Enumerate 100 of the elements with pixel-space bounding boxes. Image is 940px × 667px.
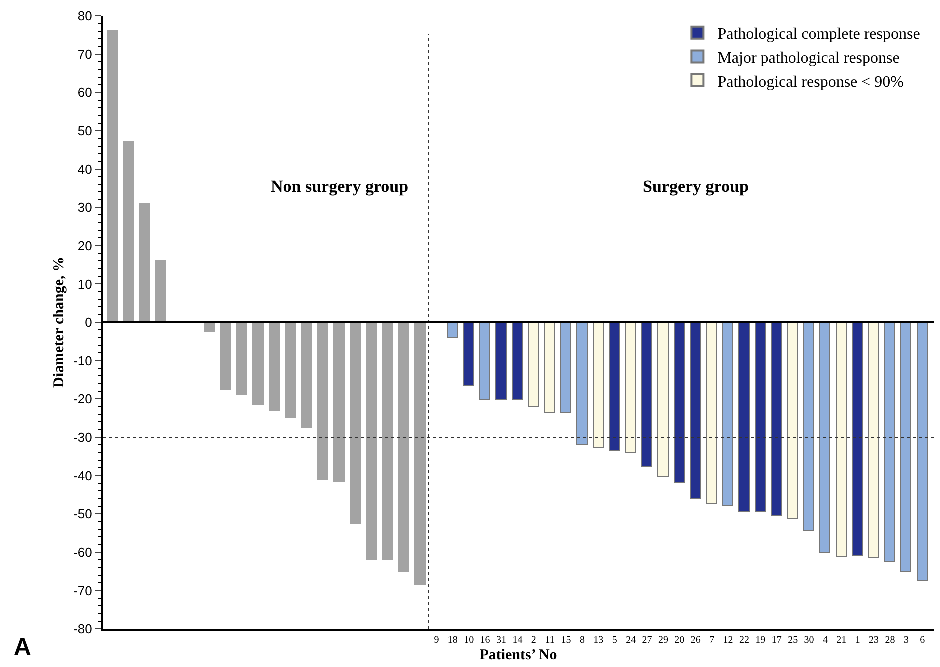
y-axis-title: Diameter change, % bbox=[51, 257, 68, 388]
x-tick-label: 15 bbox=[561, 635, 572, 646]
bar bbox=[803, 322, 814, 531]
x-tick-label: 8 bbox=[580, 635, 585, 646]
bar bbox=[868, 322, 879, 558]
text: A bbox=[14, 634, 32, 661]
x-tick-label: 18 bbox=[448, 635, 458, 646]
bar bbox=[836, 322, 847, 557]
x-tick-label: 6 bbox=[920, 635, 926, 646]
x-tick-label: 25 bbox=[788, 635, 798, 646]
y-tick-label: 40 bbox=[78, 162, 92, 177]
y-tick-label: 20 bbox=[78, 238, 92, 254]
annotation: Surgery group bbox=[643, 177, 749, 196]
bar bbox=[641, 322, 652, 467]
y-tick-label: -60 bbox=[74, 544, 92, 560]
bar bbox=[366, 322, 377, 560]
bar bbox=[301, 322, 312, 428]
x-tick-label: 12 bbox=[723, 635, 734, 646]
bar bbox=[285, 322, 296, 418]
x-tick-label: 30 bbox=[804, 635, 814, 646]
y-tick-label: -50 bbox=[74, 506, 92, 522]
x-tick-label: 13 bbox=[594, 635, 604, 646]
x-tick-label: 29 bbox=[658, 635, 668, 646]
y-tick-label: 30 bbox=[78, 200, 92, 216]
bar bbox=[236, 322, 247, 395]
bar bbox=[560, 322, 571, 413]
x-tick-label: 23 bbox=[869, 635, 880, 646]
legend-label: Major pathological response bbox=[718, 50, 900, 67]
y-tick-label: -70 bbox=[74, 583, 92, 598]
bar bbox=[414, 322, 426, 585]
x-tick-label: 11 bbox=[545, 635, 555, 646]
x-tick-label: 19 bbox=[756, 635, 766, 646]
bar bbox=[220, 322, 231, 390]
bar bbox=[528, 322, 539, 407]
y-tick-label: 60 bbox=[78, 85, 92, 100]
bar bbox=[495, 322, 507, 400]
x-tick-label: 20 bbox=[674, 635, 685, 646]
y-tick-label: -30 bbox=[74, 430, 92, 445]
bar bbox=[350, 322, 361, 524]
bar bbox=[317, 322, 328, 480]
y-tick-label: 10 bbox=[78, 276, 92, 292]
x-tick-label: 4 bbox=[822, 635, 828, 646]
bar bbox=[447, 322, 458, 338]
annotation: Non surgery group bbox=[271, 177, 409, 196]
bar bbox=[123, 141, 134, 323]
bar bbox=[252, 322, 264, 405]
bar bbox=[657, 322, 669, 477]
bar bbox=[722, 322, 733, 506]
bar bbox=[382, 322, 393, 560]
bar bbox=[674, 322, 685, 483]
bar bbox=[269, 322, 280, 411]
bar bbox=[917, 322, 928, 581]
x-tick-label: 14 bbox=[512, 635, 523, 646]
bar bbox=[609, 322, 620, 451]
x-tick-label: 3 bbox=[904, 635, 909, 646]
y-tick-label: -10 bbox=[74, 353, 92, 368]
x-tick-label: 9 bbox=[434, 635, 440, 646]
legend-label: Pathological complete response bbox=[718, 26, 920, 44]
x-tick-label: 28 bbox=[885, 635, 896, 646]
x-tick-label: 7 bbox=[710, 635, 715, 646]
bar bbox=[479, 322, 490, 400]
x-tick-label: 1 bbox=[855, 635, 860, 646]
bar bbox=[852, 322, 863, 556]
y-tick-label: 70 bbox=[78, 46, 92, 62]
y-tick-label: 50 bbox=[78, 123, 92, 138]
bar bbox=[512, 322, 523, 400]
x-tick-label: 31 bbox=[496, 635, 506, 646]
bar bbox=[107, 30, 118, 323]
bar bbox=[398, 322, 409, 572]
bar bbox=[139, 203, 150, 323]
bar bbox=[787, 322, 798, 519]
y-tick-label: -20 bbox=[74, 392, 92, 407]
bar bbox=[576, 322, 588, 445]
bar bbox=[755, 322, 766, 512]
bar bbox=[884, 322, 895, 562]
bar bbox=[819, 322, 830, 553]
x-tick-label: 10 bbox=[464, 635, 474, 646]
bar bbox=[544, 322, 555, 413]
bar bbox=[333, 322, 345, 482]
bar bbox=[690, 322, 701, 499]
x-axis-title: Patients’ No bbox=[480, 648, 558, 664]
y-tick-label: 0 bbox=[85, 315, 92, 330]
x-tick-label: 22 bbox=[739, 635, 750, 646]
bar bbox=[593, 322, 604, 448]
bar bbox=[625, 322, 636, 453]
x-tick-label: 26 bbox=[690, 635, 701, 646]
y-tick-label: -80 bbox=[74, 622, 92, 637]
y-tick-label: -40 bbox=[74, 468, 92, 484]
x-tick-label: 17 bbox=[772, 635, 782, 646]
bar bbox=[738, 322, 750, 512]
x-tick-label: 24 bbox=[626, 635, 636, 646]
bar bbox=[900, 322, 911, 572]
bar bbox=[771, 322, 782, 516]
x-tick-label: 2 bbox=[531, 635, 536, 646]
bar bbox=[706, 322, 717, 504]
bar bbox=[155, 260, 166, 323]
y-tick-label: 80 bbox=[78, 8, 92, 24]
x-tick-label: 27 bbox=[642, 635, 652, 646]
x-tick-label: 21 bbox=[836, 635, 847, 646]
bar bbox=[463, 322, 474, 386]
